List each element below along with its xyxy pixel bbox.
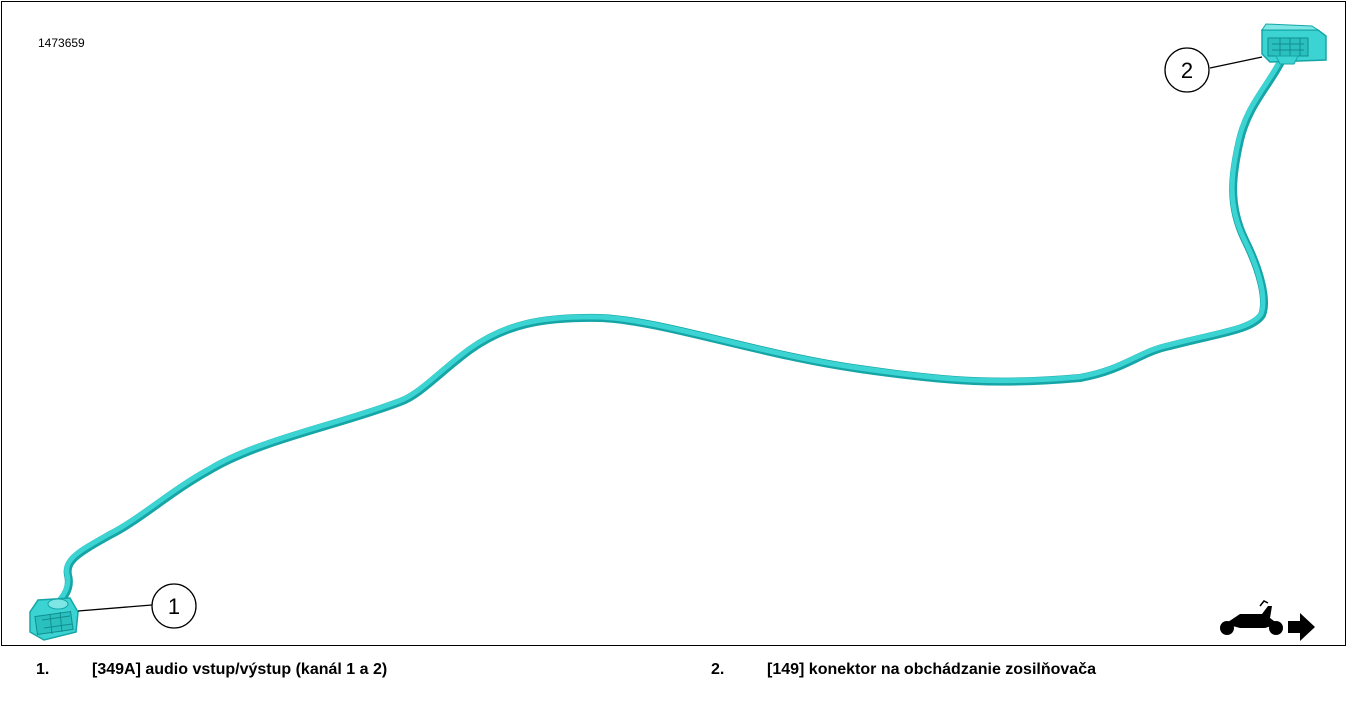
harness-cable-shadow — [48, 54, 1287, 614]
legend-item-2: 2. [149] konektor na obchádzanie zosilňov… — [711, 661, 1096, 679]
figure-id: 1473659 — [38, 36, 85, 50]
legend-item-1-number: 1. — [36, 661, 50, 678]
callout-1-number: 1 — [168, 594, 180, 619]
legend-item-1: 1. [349A] audio vstup/výstup (kanál 1 a 2… — [36, 661, 387, 679]
callout-2-circle — [1164, 47, 1210, 93]
figure-frame — [1, 1, 1346, 646]
callout-1-leader — [77, 604, 153, 612]
connector-149-icon — [1261, 23, 1327, 65]
connector-349a-icon — [29, 597, 79, 641]
callout-2-number: 2 — [1181, 58, 1193, 83]
callout-2-leader — [1209, 56, 1263, 69]
callout-1-circle — [151, 583, 197, 629]
legend-item-2-text: [149] konektor na obchádzanie zosilňovač… — [767, 661, 1096, 678]
harness-illustration: 1 2 — [29, 23, 1327, 641]
motorcycle-forward-arrow-icon — [1220, 600, 1315, 641]
harness-cable — [48, 54, 1285, 612]
legend-item-2-number: 2. — [711, 661, 725, 678]
legend-item-1-text: [349A] audio vstup/výstup (kanál 1 a 2) — [92, 661, 388, 678]
